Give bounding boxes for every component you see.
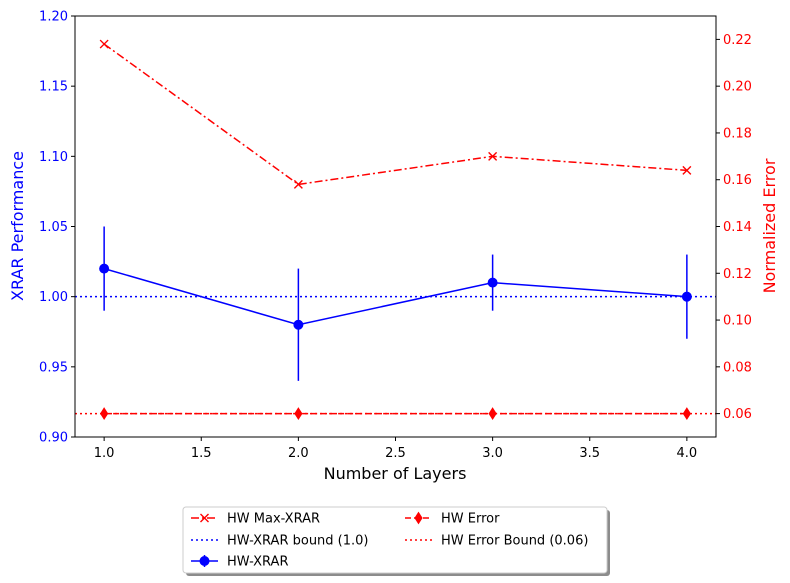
series-layer xyxy=(75,39,716,421)
hw-max-xrar-line xyxy=(103,43,687,186)
y-right-tick-label: 0.16 xyxy=(723,173,752,188)
y-left-tick-label: 0.95 xyxy=(39,360,68,375)
hw-max-xrar-point xyxy=(99,39,109,49)
y-left-tick-label: 1.20 xyxy=(39,10,68,25)
hw-xrar-point xyxy=(99,263,110,274)
y-left-ticks: 0.90 0.95 1.00 1.05 1.10 1.15 1.20 xyxy=(39,10,75,446)
x-tick-label: 3.5 xyxy=(579,446,600,461)
x-tick-label: 4.0 xyxy=(677,446,698,461)
y-right-tick-label: 0.20 xyxy=(723,80,752,95)
hw-max-xrar-point xyxy=(293,179,303,189)
hw-xrar-point xyxy=(293,319,304,330)
legend-label: HW-XRAR xyxy=(227,555,288,570)
hw-error-point xyxy=(294,407,303,421)
x-ticks: 1.0 1.5 2.0 2.5 3.0 3.5 4.0 xyxy=(94,437,697,461)
y-right-tick-label: 0.18 xyxy=(723,126,752,141)
plot-frame xyxy=(74,15,717,438)
legend-swatch-marker xyxy=(200,513,209,523)
legend-swatch-marker xyxy=(414,511,423,525)
x-axis-title: Number of Layers xyxy=(324,464,467,483)
hw-error-point xyxy=(100,407,109,421)
x-tick-label: 2.5 xyxy=(385,446,406,461)
y-left-axis-title: XRAR Performance xyxy=(8,151,27,301)
y-right-tick-label: 0.08 xyxy=(723,360,752,375)
legend-label: HW Error Bound (0.06) xyxy=(441,534,588,549)
y-left-tick-label: 0.90 xyxy=(39,431,68,446)
y-left-tick-label: 1.00 xyxy=(39,290,68,305)
y-right-axis-title: Normalized Error xyxy=(760,158,779,293)
y-right-tick-label: 0.10 xyxy=(723,314,752,329)
y-left-tick-label: 1.10 xyxy=(39,150,68,165)
legend: HW Max-XRAR HW Error HW-XRAR bound (1.0) HW… xyxy=(182,506,610,576)
hw-xrar-point xyxy=(487,277,498,288)
legend-label: HW-XRAR bound (1.0) xyxy=(227,534,369,549)
y-right-tick-label: 0.12 xyxy=(723,267,752,282)
legend-box xyxy=(182,506,608,574)
y-right-tick-label: 0.22 xyxy=(723,33,752,48)
x-tick-label: 1.0 xyxy=(94,446,115,461)
y-right-tick-label: 0.14 xyxy=(723,220,752,235)
hw-max-xrar-point xyxy=(682,165,692,175)
hw-error-point xyxy=(488,407,497,421)
x-tick-label: 3.0 xyxy=(482,446,503,461)
legend-label: HW Max-XRAR xyxy=(227,512,320,527)
hw-max-xrar-point xyxy=(488,151,498,161)
legend-label: HW Error xyxy=(441,512,500,527)
y-right-tick-label: 0.06 xyxy=(723,407,752,422)
y-left-tick-label: 1.05 xyxy=(39,220,68,235)
y-right-ticks: 0.06 0.08 0.10 0.12 0.14 0.16 0.18 0.20 0.22 xyxy=(716,33,752,422)
x-tick-label: 1.5 xyxy=(191,446,212,461)
y-left-tick-label: 1.15 xyxy=(39,80,68,95)
legend-swatch-marker xyxy=(199,556,210,566)
x-tick-label: 2.0 xyxy=(288,446,309,461)
